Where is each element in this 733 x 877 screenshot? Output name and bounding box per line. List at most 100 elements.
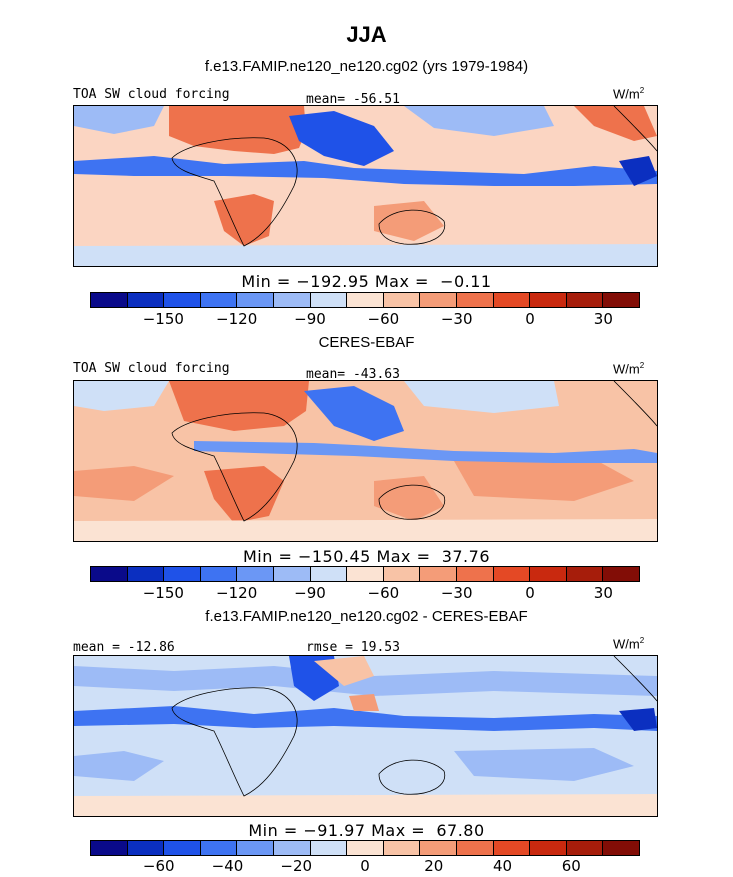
panel-1-coastlines [171, 106, 657, 247]
field-region-south-pacific [454, 748, 634, 781]
colorbar-tick-label: −20 [280, 857, 313, 875]
coastline-australia [378, 759, 446, 795]
field-region-australia [374, 476, 444, 521]
colorbar-swatch [530, 841, 567, 855]
colorbar-swatch [493, 293, 531, 307]
colorbar-tick-label: −60 [367, 310, 400, 328]
colorbar-swatch [310, 293, 348, 307]
colorbar-swatch [347, 293, 384, 307]
panel-3-map-svg [74, 656, 657, 816]
colorbar-swatch [566, 567, 604, 581]
panel-2-title: CERES-EBAF [318, 334, 415, 351]
colorbar-swatch [200, 293, 238, 307]
colorbar-swatch [530, 293, 567, 307]
panel-3-units: W/m2 [613, 636, 645, 652]
field-band-itcz [74, 706, 657, 731]
field-region-north-atlantic [74, 381, 169, 411]
colorbar-swatch [420, 567, 457, 581]
colorbar-tick-label: −90 [294, 310, 326, 328]
panel-2-minmax: Min = −150.45 Max = 37.76 [243, 547, 490, 566]
panel-1-minmax: Min = −192.95 Max = −0.11 [241, 272, 492, 291]
colorbar-swatch [237, 293, 274, 307]
panel-2-coastlines [171, 381, 657, 522]
panel-1-field-label: TOA SW cloud forcing [73, 87, 230, 102]
coastline-americas [613, 106, 657, 152]
colorbar-tick-label: −120 [216, 584, 258, 602]
colorbar-tick-label: −150 [142, 584, 184, 602]
field-region-north-pacific [404, 106, 554, 136]
colorbar-swatch [383, 293, 421, 307]
field-region-south-africa [214, 194, 274, 246]
panel-2-colorbar-ticks: −150 −120 −90 −60 −30 0 30 [90, 584, 640, 604]
colorbar-swatch [383, 567, 421, 581]
panel-2-map [73, 380, 658, 542]
panel-3-title: f.e13.FAMIP.ne120_ne120.cg02 - CERES-EBA… [205, 608, 528, 625]
coastline-americas [613, 656, 657, 702]
panel-1-map-svg [74, 106, 657, 266]
panel-2-mean-label: mean= -43.63 [306, 367, 400, 382]
colorbar-swatch [127, 841, 165, 855]
coastline-australia [378, 484, 446, 520]
colorbar-swatch [310, 567, 348, 581]
panel-1-colorbar-ticks: −150 −120 −90 −60 −30 0 30 [90, 310, 640, 330]
colorbar-swatch [530, 567, 567, 581]
coastline-africa [171, 412, 298, 522]
field-region-south-atlantic [74, 751, 164, 781]
colorbar-swatch [237, 567, 274, 581]
colorbar-tick-label: −90 [294, 584, 326, 602]
field-region-north-pacific [404, 381, 559, 413]
colorbar-swatch [127, 567, 165, 581]
figure-title: JJA [346, 22, 387, 47]
colorbar-swatch [566, 293, 604, 307]
field-region-north-america [574, 106, 657, 141]
colorbar-tick-label: 0 [525, 310, 535, 328]
panel-3-map [73, 655, 658, 817]
colorbar-swatch [164, 841, 201, 855]
colorbar-tick-label: −40 [211, 857, 244, 875]
field-region-monsoon [304, 386, 404, 441]
colorbar-swatch [91, 567, 128, 581]
colorbar-tick-label: −60 [142, 857, 175, 875]
colorbar-swatch [91, 293, 128, 307]
panel-3-rmse-label: rmse = 19.53 [306, 640, 400, 655]
field-region-south-africa [204, 466, 284, 523]
colorbar-swatch [603, 293, 639, 307]
colorbar-tick-label: 60 [561, 857, 581, 875]
colorbar-swatch [347, 567, 384, 581]
field-region-australia [374, 201, 444, 241]
colorbar-tick-label: 30 [593, 584, 613, 602]
colorbar-swatch [603, 567, 639, 581]
colorbar-swatch [420, 293, 457, 307]
panel-2-map-svg [74, 381, 657, 541]
colorbar-tick-label: −30 [440, 584, 473, 602]
colorbar-swatch [164, 293, 201, 307]
coastline-australia [378, 209, 446, 245]
colorbar-swatch [200, 841, 238, 855]
colorbar-tick-label: −150 [142, 310, 184, 328]
colorbar-tick-label: 40 [492, 857, 513, 875]
colorbar-swatch [493, 567, 531, 581]
field-region-monsoon [289, 111, 394, 166]
colorbar-swatch [456, 841, 494, 855]
panel-2-units: W/m2 [613, 361, 645, 377]
colorbar-swatch [603, 841, 639, 855]
colorbar-swatch [456, 567, 494, 581]
field-region-tibet [314, 656, 374, 686]
panel-3-coastlines [171, 656, 657, 797]
panel-2-field-label: TOA SW cloud forcing [73, 361, 230, 376]
field-region-south-pacific [454, 459, 634, 501]
panel-3-minmax: Min = −91.97 Max = 67.80 [248, 821, 485, 840]
colorbar-swatch [273, 293, 311, 307]
colorbar-swatch [164, 567, 201, 581]
field-band-southern-ocean [74, 519, 657, 541]
colorbar-tick-label: −60 [367, 584, 400, 602]
panel-3-mean-label: mean = -12.86 [73, 640, 175, 655]
colorbar-swatch [273, 841, 311, 855]
panel-1-colorbar [90, 292, 640, 308]
field-region-sahara [169, 106, 306, 154]
panel-1-map [73, 105, 658, 267]
field-band-itcz [74, 156, 657, 186]
field-band-itcz [194, 441, 657, 463]
colorbar-tick-label: 0 [360, 857, 370, 875]
colorbar-swatch [420, 841, 457, 855]
